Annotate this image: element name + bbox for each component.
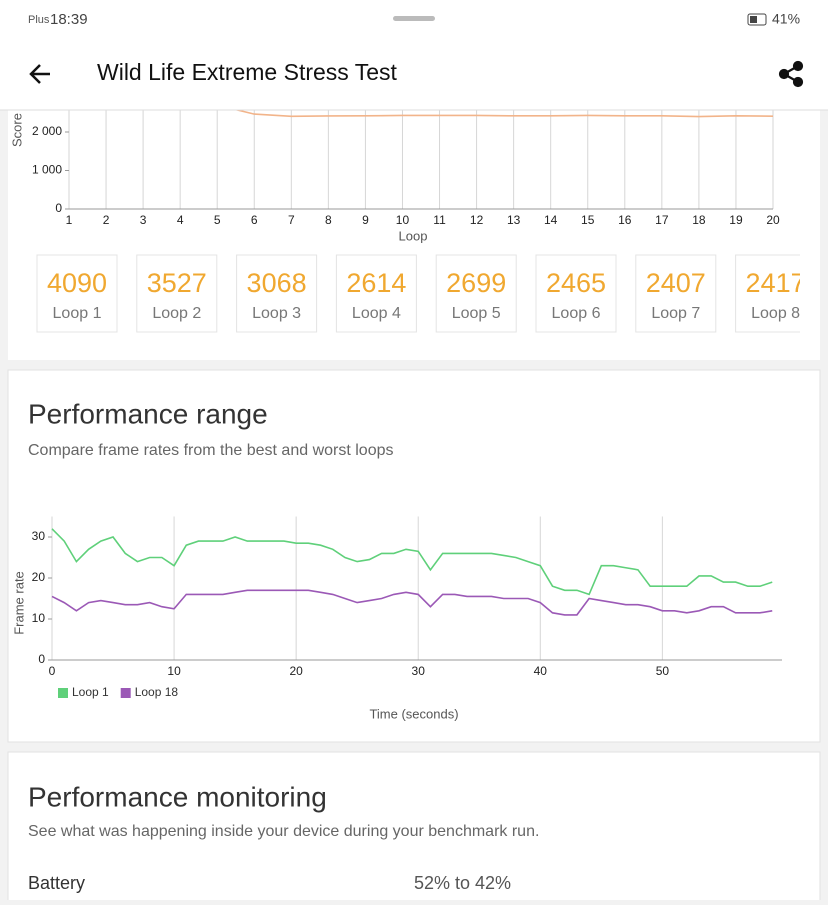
loop-label: Loop 3 xyxy=(252,305,301,322)
x-tick-label: 5 xyxy=(214,213,221,227)
share-button[interactable] xyxy=(778,60,804,88)
section-title: Performance range xyxy=(28,398,268,429)
loop-score: 3068 xyxy=(247,268,307,298)
range-chart: 0 10 20 30 40 50 0 10 20 30 Time (seconds) Frame ra… xyxy=(11,516,782,721)
x-tick-label: 3 xyxy=(140,213,147,227)
legend-label: Loop 1 xyxy=(72,685,109,699)
carrier: Plus xyxy=(28,14,50,26)
x-tick-label: 7 xyxy=(288,213,295,227)
x-tick-label: 50 xyxy=(656,664,670,678)
x-tick-label: 17 xyxy=(655,213,669,227)
loop-card xyxy=(236,254,318,333)
legend-swatch xyxy=(58,688,68,698)
x-axis-title: Loop xyxy=(399,228,428,243)
x-tick-label: 30 xyxy=(412,664,426,678)
data-line xyxy=(51,589,773,616)
x-tick-label: 14 xyxy=(544,213,558,227)
loop-score: 2465 xyxy=(546,268,606,298)
battery-level xyxy=(750,16,757,23)
section-subtitle: Compare frame rates from the best and wo… xyxy=(28,442,394,459)
y-axis-title: Score xyxy=(9,113,24,147)
legend-swatch xyxy=(120,688,131,698)
x-axis-title: Time (seconds) xyxy=(369,706,458,721)
loop-card xyxy=(735,254,800,333)
x-tick-label: 13 xyxy=(507,213,521,227)
loop-score: 2417 xyxy=(746,268,806,298)
x-tick-label: 1 xyxy=(66,213,73,227)
y-tick-label: 10 xyxy=(32,611,46,625)
x-tick-label: 0 xyxy=(49,664,56,678)
loop-label: Loop 1 xyxy=(53,305,102,322)
loop-label: Loop 7 xyxy=(651,305,700,322)
back-button[interactable] xyxy=(29,64,50,84)
monitoring-card xyxy=(7,751,821,905)
row-label: Battery xyxy=(28,873,85,893)
battery-text: 41% xyxy=(772,11,800,27)
x-tick-label: 12 xyxy=(470,213,484,227)
handle xyxy=(393,16,435,21)
screen-title: Wild Life Extreme Stress Test xyxy=(97,59,398,85)
section-title: Performance monitoring xyxy=(28,781,327,812)
x-tick-label: 16 xyxy=(618,213,632,227)
y-tick-label: 0 xyxy=(38,652,45,666)
loop-card xyxy=(36,254,118,333)
y-tick-label: 0 xyxy=(55,201,62,215)
section-subtitle: See what was happening inside your devic… xyxy=(28,823,539,840)
x-tick-label: 15 xyxy=(581,213,595,227)
x-tick-label: 2 xyxy=(103,213,110,227)
legend-label: Loop 18 xyxy=(135,685,179,699)
loop-card xyxy=(136,254,218,333)
x-tick-label: 18 xyxy=(692,213,706,227)
loop-cards: 4090 Loop 1 3527 Loop 2 3068 Loop 3 2614 Loop 4… xyxy=(36,254,806,333)
loop-card xyxy=(635,254,717,333)
row-value: 52% to 42% xyxy=(414,873,511,893)
loop-score: 3527 xyxy=(147,268,207,298)
x-tick-label: 4 xyxy=(177,213,184,227)
y-tick-label: 20 xyxy=(32,570,46,584)
loop-score: 2699 xyxy=(446,268,506,298)
battery-icon xyxy=(747,13,767,26)
loop-card xyxy=(535,254,617,333)
loop-label: Loop 2 xyxy=(152,305,201,322)
loop-card xyxy=(435,254,517,333)
x-tick-label: 10 xyxy=(167,664,181,678)
x-tick-label: 20 xyxy=(766,213,780,227)
loop-score: 2407 xyxy=(646,268,706,298)
loop-score: 2614 xyxy=(346,268,406,298)
x-tick-label: 9 xyxy=(362,213,369,227)
data-line xyxy=(51,528,773,596)
loop-label: Loop 5 xyxy=(452,305,501,322)
y-axis-title: Frame rate xyxy=(11,571,26,635)
y-tick-label: 2 000 xyxy=(32,124,62,138)
x-tick-label: 40 xyxy=(534,664,548,678)
loop-label: Loop 4 xyxy=(352,305,401,322)
loop-label: Loop 8 xyxy=(751,305,800,322)
loop-card xyxy=(335,254,417,333)
y-tick-label: 30 xyxy=(32,529,46,543)
x-tick-label: 6 xyxy=(251,213,258,227)
x-tick-label: 11 xyxy=(433,213,446,227)
loop-label: Loop 6 xyxy=(552,305,601,322)
x-tick-label: 10 xyxy=(396,213,410,227)
x-tick-label: 20 xyxy=(289,664,303,678)
x-tick-label: 8 xyxy=(325,213,332,227)
y-tick-label: 1 000 xyxy=(32,163,62,177)
x-tick-label: 19 xyxy=(729,213,743,227)
data-line xyxy=(234,110,774,118)
range-card xyxy=(7,369,821,743)
loop-score: 4090 xyxy=(47,268,107,298)
clock: 18:39 xyxy=(50,11,88,28)
